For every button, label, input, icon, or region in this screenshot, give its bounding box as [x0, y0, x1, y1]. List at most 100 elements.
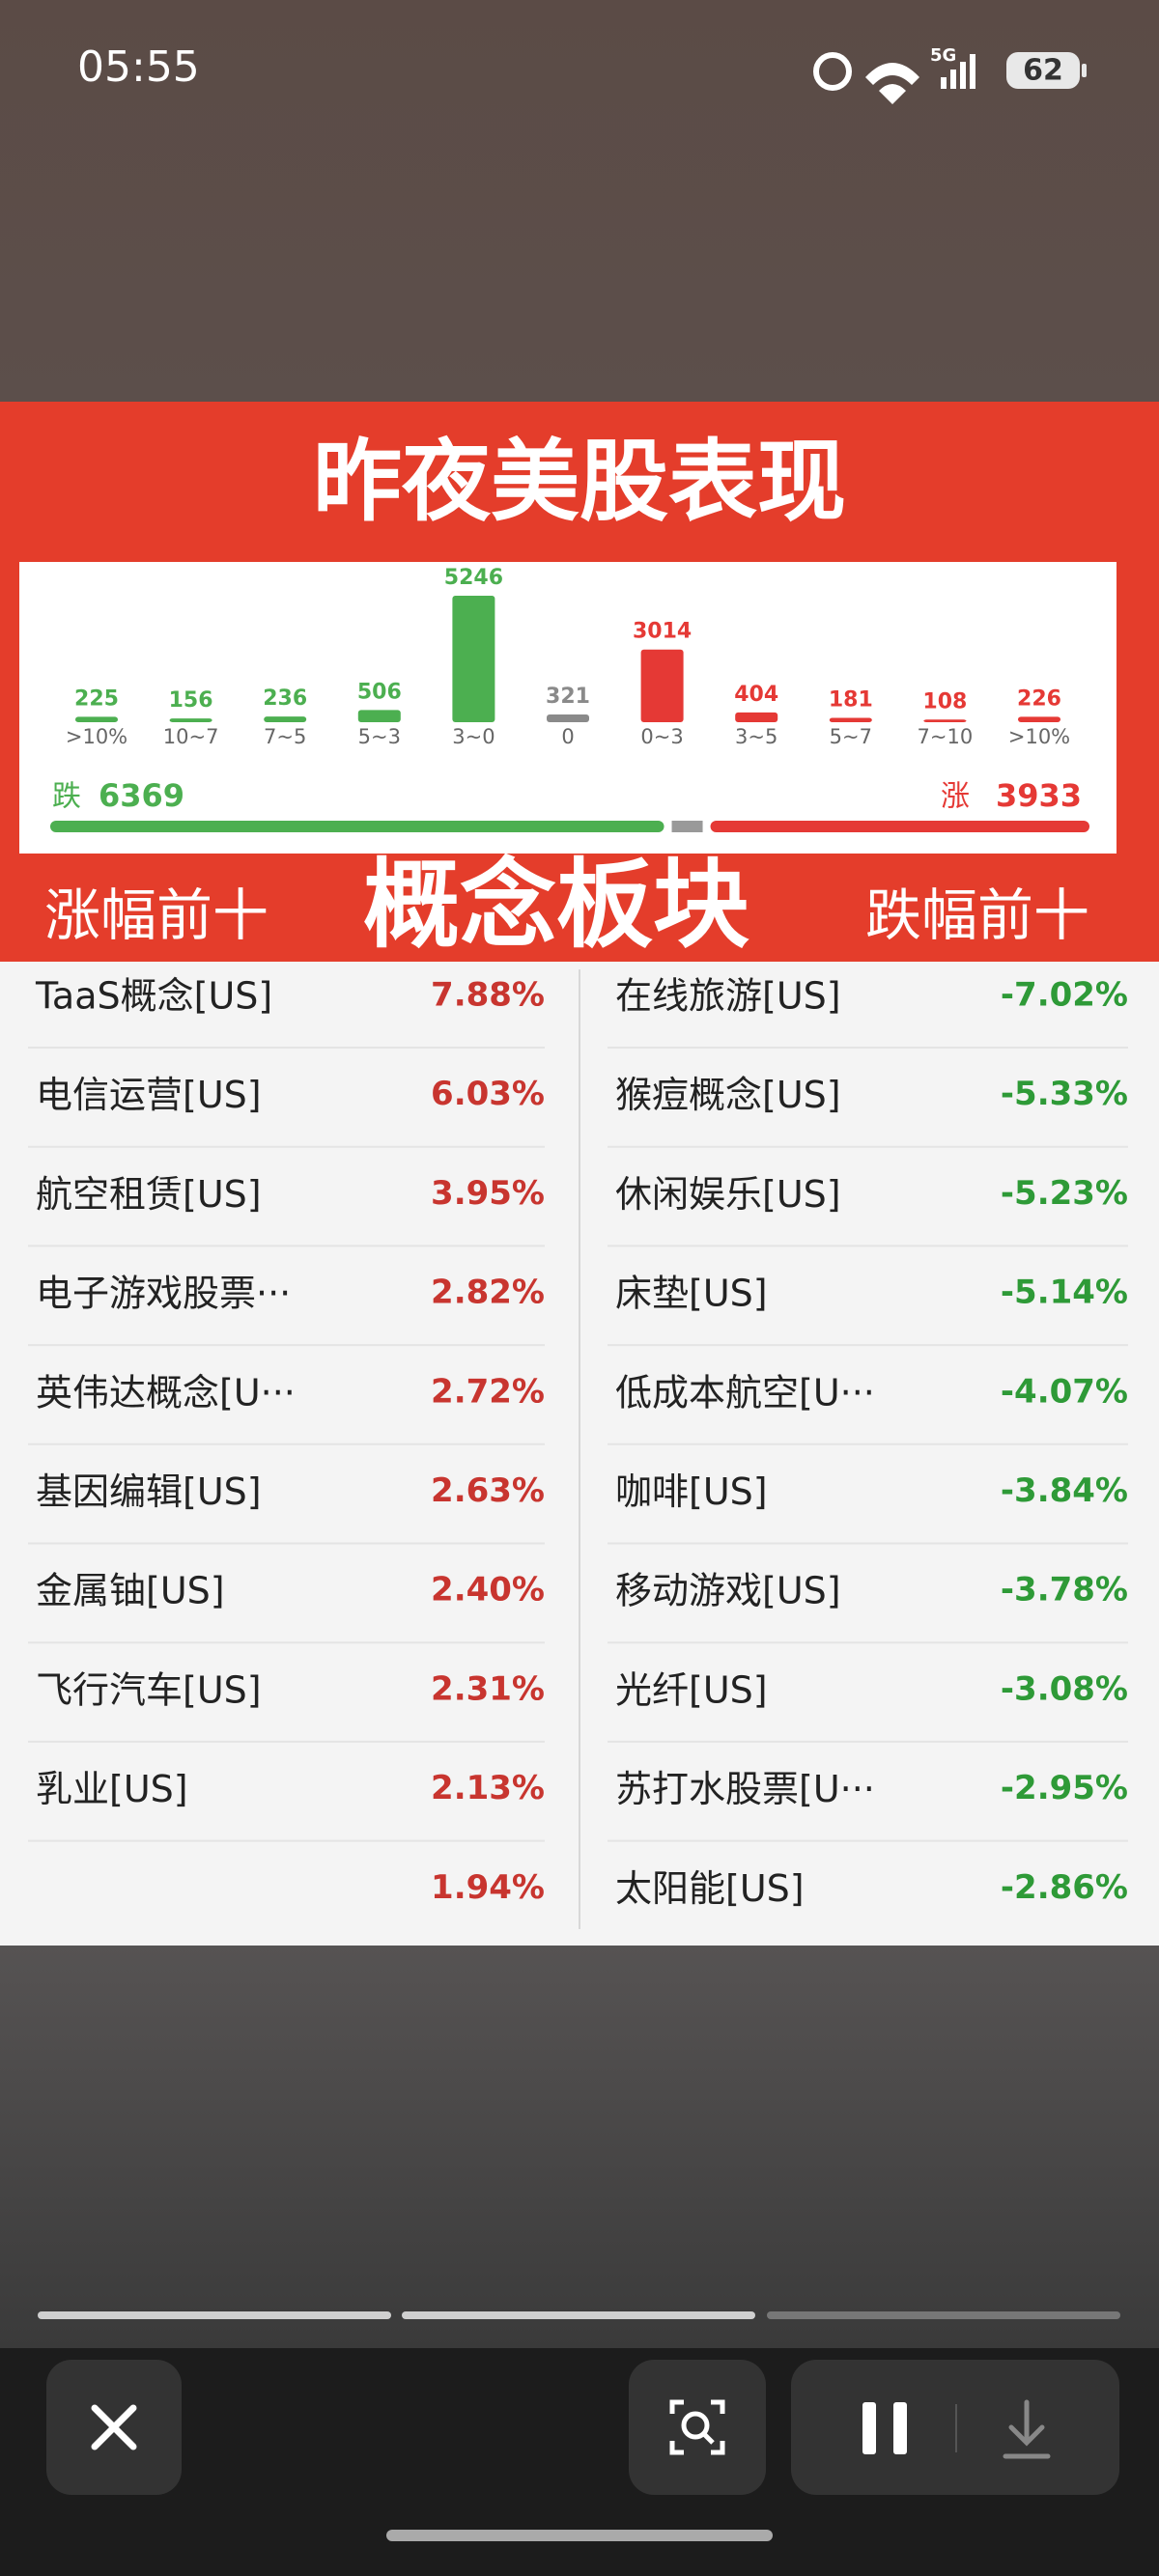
distribution-chart: 225 >10% 156 10~7 236 7~5 506 5~3 5246 3~0 321 0 301… [50, 566, 1089, 832]
concept-change: 2.63% [431, 1471, 545, 1510]
concept-change: -5.23% [1001, 1174, 1128, 1213]
concept-name: 移动游戏[US] [615, 1570, 841, 1612]
story-progress [38, 2311, 391, 2319]
bar-category: >10% [1008, 725, 1070, 748]
bar-value: 321 [546, 685, 590, 709]
bar [829, 717, 872, 722]
bar-category: >10% [66, 725, 127, 748]
bar-category: 3~0 [452, 725, 495, 748]
concept-name: 床垫[US] [615, 1273, 768, 1315]
battery-tip [1082, 64, 1087, 77]
bar-value: 225 [74, 686, 119, 711]
bar-value: 108 [922, 689, 967, 714]
bottom-background [0, 1946, 1159, 2351]
pause-button[interactable] [862, 2402, 907, 2454]
concept-name: 金属铀[US] [36, 1570, 225, 1612]
home-indicator [386, 2530, 773, 2541]
section-band [0, 859, 1159, 962]
concept-name: 苏打水股票[U··· [615, 1768, 875, 1810]
concept-table: TaaS概念[US] 7.88% 电信运营[US] 6.03% 航空租赁[US] 3.95… [28, 975, 1128, 1910]
concept-name: 飞行汽车[US] [36, 1668, 262, 1711]
bar-value: 156 [169, 688, 213, 713]
chart-panel [19, 562, 1117, 854]
status-time: 05:55 [77, 42, 200, 92]
concept-name: 光纤[US] [615, 1668, 768, 1711]
concept-name: 太阳能[US] [615, 1867, 805, 1910]
concept-change: -5.14% [1001, 1274, 1128, 1312]
down-total: 6369 [99, 777, 184, 814]
bar-category: 5~3 [358, 725, 401, 748]
concept-change: -3.08% [1001, 1669, 1128, 1708]
down-label: 跌 [52, 780, 81, 814]
concept-change: 2.13% [431, 1769, 545, 1807]
bar-value: 236 [263, 686, 307, 711]
bar [735, 712, 778, 722]
bar [547, 714, 589, 722]
close-button[interactable] [46, 2360, 182, 2495]
concept-change: 7.88% [431, 976, 545, 1015]
center-heading: 概念板块 [363, 848, 749, 961]
bar [1018, 716, 1060, 722]
bar-category: 7~10 [918, 725, 974, 748]
battery-level: 62 [1023, 54, 1063, 88]
bar-category: 10~7 [163, 725, 219, 748]
concept-name: 基因编辑[US] [36, 1470, 262, 1513]
concept-name: 低成本航空[U··· [615, 1371, 875, 1414]
bar-category: 3~5 [735, 725, 777, 748]
story-progress [402, 2311, 755, 2319]
neutral-share [671, 821, 703, 832]
bar [357, 710, 401, 722]
title-banner [0, 402, 1159, 560]
bar-value: 3014 [633, 620, 692, 644]
concept-change: -7.02% [1001, 976, 1128, 1015]
concept-change: 2.72% [431, 1372, 545, 1411]
bar-category: 0~3 [640, 725, 683, 748]
up-total: 3933 [996, 777, 1082, 814]
concept-change: -2.86% [1001, 1868, 1128, 1907]
download-button[interactable] [1003, 2399, 1051, 2459]
title: 昨夜美股表现 [313, 430, 846, 533]
story-progress [767, 2311, 1120, 2319]
concept-name: 英伟达概念[U··· [36, 1371, 296, 1414]
battery [1006, 52, 1080, 89]
concept-name: 在线旅游[US] [615, 975, 841, 1018]
bar-value: 5246 [444, 566, 503, 590]
concept-name: 咖啡[US] [615, 1470, 768, 1513]
bar-category: 7~5 [264, 725, 306, 748]
concept-change: 2.82% [431, 1274, 545, 1312]
concept-name: TaaS概念[US] [35, 975, 272, 1018]
concept-change: -5.33% [1001, 1075, 1128, 1113]
concept-change: -2.95% [1001, 1769, 1128, 1807]
bar-value: 226 [1017, 686, 1061, 711]
concept-name: 电子游戏股票··· [36, 1273, 291, 1315]
concept-change: 2.40% [431, 1571, 545, 1610]
concept-change: 6.03% [431, 1075, 545, 1113]
bar [169, 718, 212, 722]
bar-value: 506 [357, 680, 402, 704]
bar-category: 5~7 [830, 725, 872, 748]
concept-change: -3.78% [1001, 1571, 1128, 1610]
bar [923, 719, 967, 722]
concept-change: 1.94% [431, 1868, 545, 1907]
concept-name: 航空租赁[US] [36, 1173, 262, 1216]
bar-value: 181 [829, 687, 873, 712]
up-label: 涨 [941, 780, 970, 814]
gainers-heading: 涨幅前十 [44, 882, 269, 948]
concept-name: 电信运营[US] [36, 1074, 262, 1116]
scan-button[interactable] [629, 2360, 766, 2495]
concept-name: 休闲娱乐[US] [615, 1173, 841, 1216]
up-share [710, 821, 1089, 832]
concept-change: -3.84% [1001, 1471, 1128, 1510]
concept-change: -4.07% [1001, 1372, 1128, 1411]
bar [264, 716, 307, 722]
bar [640, 649, 684, 722]
bar-value: 404 [734, 683, 778, 707]
concept-name: 猴痘概念[US] [615, 1074, 841, 1116]
bar-category: 0 [561, 725, 574, 748]
down-share [50, 821, 664, 832]
status-icons [813, 52, 975, 104]
bar [452, 596, 495, 722]
status-signal: 5G [930, 45, 956, 66]
concept-name: 乳业[US] [36, 1768, 188, 1810]
